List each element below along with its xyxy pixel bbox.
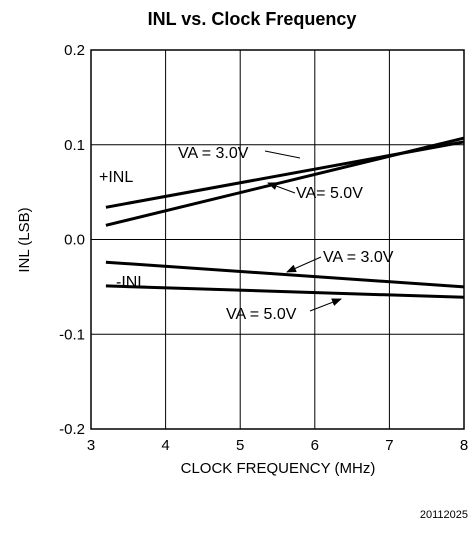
- va50-lower-arrow: [309, 298, 342, 312]
- series-lines: [105, 136, 465, 299]
- y-tick-label: 0.1: [64, 137, 85, 154]
- va30-lower-label: VA = 3.0V: [323, 249, 394, 266]
- plot-frame: [90, 49, 465, 430]
- series-line-2: [105, 260, 465, 289]
- series-line-3: [105, 284, 465, 299]
- grid-lines: [90, 49, 465, 430]
- x-tick-label: 6: [311, 437, 319, 454]
- y-tick-labels: 0.2 0.1 0.0 -0.1 -0.2: [59, 42, 85, 438]
- series-line-1: [105, 136, 465, 227]
- va30-upper-leader: [264, 150, 301, 159]
- y-axis-label: INL (LSB): [16, 207, 33, 272]
- minus-inl-label: -INL: [116, 274, 146, 291]
- va30-lower-arrow: [286, 256, 322, 273]
- x-tick-label: 4: [161, 437, 169, 454]
- va50-upper-label: VA= 5.0V: [296, 185, 363, 202]
- x-tick-label: 8: [460, 437, 468, 454]
- y-tick-label: 0.0: [64, 232, 85, 249]
- chart-title: INL vs. Clock Frequency: [148, 9, 357, 29]
- y-tick-label: -0.1: [59, 326, 85, 343]
- va50-lower-label: VA = 5.0V: [226, 306, 297, 323]
- x-axis-label: CLOCK FREQUENCY (MHz): [181, 460, 376, 477]
- y-tick-label: -0.2: [59, 421, 85, 438]
- x-tick-label: 7: [385, 437, 393, 454]
- x-tick-labels: 3 4 5 6 7 8: [87, 437, 468, 454]
- figure-code: 20112025: [420, 509, 468, 521]
- va50-upper-arrow: [267, 182, 296, 194]
- y-tick-label: 0.2: [64, 42, 85, 59]
- va30-upper-label: VA = 3.0V: [178, 145, 249, 162]
- x-tick-label: 3: [87, 437, 95, 454]
- plus-inl-label: +INL: [99, 169, 133, 186]
- x-tick-label: 5: [236, 437, 244, 454]
